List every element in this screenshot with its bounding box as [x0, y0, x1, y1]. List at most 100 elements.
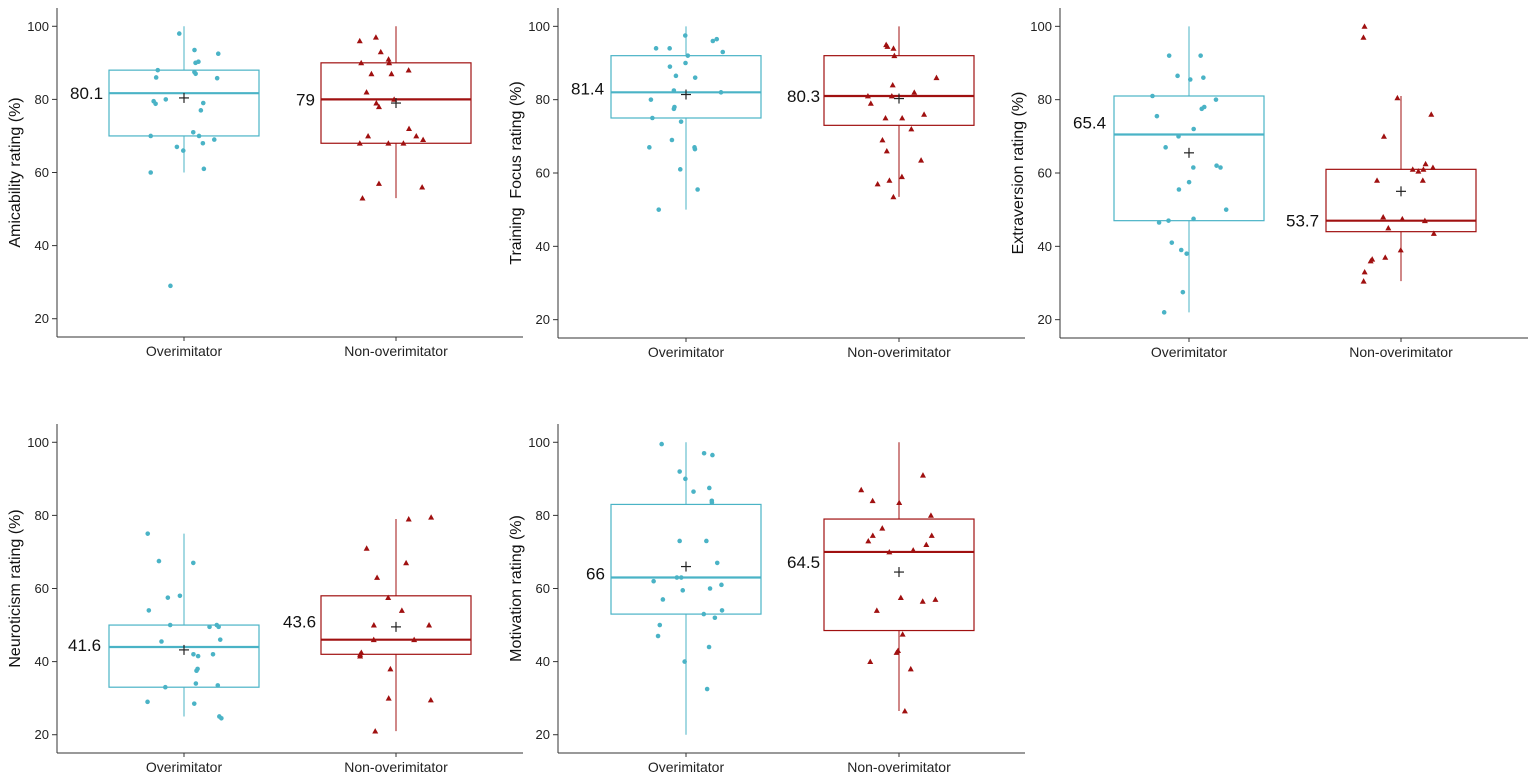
data-point: [1187, 77, 1193, 82]
y-tick-label: 100: [27, 19, 49, 34]
y-tick-label: 20: [1038, 312, 1052, 327]
data-point: [168, 283, 173, 289]
data-point: [363, 89, 370, 95]
data-point: [674, 575, 680, 580]
data-point: [165, 595, 171, 600]
data-point: [193, 681, 199, 686]
data-point: [1419, 177, 1426, 183]
data-point: [385, 56, 392, 62]
data-point: [196, 133, 202, 139]
data-point: [398, 607, 405, 613]
data-point: [923, 541, 930, 548]
data-point: [667, 64, 673, 69]
data-point: [692, 75, 698, 80]
data-point: [365, 132, 372, 139]
y-tick-label: 40: [1038, 239, 1052, 254]
data-point: [148, 170, 154, 175]
data-point: [403, 559, 410, 566]
data-point: [153, 101, 158, 107]
data-point: [865, 537, 872, 544]
data-point: [678, 119, 684, 124]
data-point: [886, 177, 893, 183]
data-point: [192, 47, 197, 53]
data-point: [167, 622, 173, 628]
mean-marker: [179, 92, 189, 103]
y-tick-label: 100: [528, 19, 550, 34]
data-point: [692, 146, 698, 152]
data-point: [155, 67, 161, 73]
data-point: [911, 89, 918, 95]
data-point: [896, 499, 903, 505]
iqr-box: [320, 595, 472, 655]
y-tick-label: 20: [35, 727, 49, 742]
data-point: [879, 525, 886, 531]
data-point: [671, 88, 677, 93]
data-point: [388, 70, 395, 77]
data-point: [163, 684, 168, 690]
mean-marker: [179, 644, 189, 655]
data-point: [217, 637, 223, 642]
data-point: [1394, 94, 1401, 101]
data-point: [191, 701, 197, 706]
data-point: [411, 636, 418, 643]
data-point: [1385, 225, 1392, 231]
data-point: [359, 195, 366, 201]
data-point: [210, 652, 216, 657]
data-point: [374, 574, 381, 580]
data-point: [219, 715, 224, 721]
data-point: [195, 653, 201, 659]
data-point: [883, 148, 890, 154]
y-axis-title: Neuroticism rating (%): [7, 509, 24, 667]
data-point: [1223, 207, 1229, 212]
data-point: [358, 59, 365, 66]
data-point: [910, 547, 917, 553]
data-point: [1154, 113, 1160, 119]
x-tick-label: Non-overimitator: [1349, 344, 1453, 360]
y-tick-label: 40: [35, 238, 49, 253]
boxplot-group-non-overimitator: 53.7: [1286, 23, 1477, 284]
data-point: [356, 140, 363, 146]
data-point: [890, 45, 897, 51]
data-point: [370, 622, 377, 628]
y-tick-label: 80: [1038, 92, 1052, 107]
data-point: [921, 111, 928, 117]
mean-value-label: 81.4: [571, 79, 604, 98]
boxplot-group-overimitator: 65.4: [1073, 26, 1265, 315]
data-point: [707, 586, 713, 591]
data-point: [657, 622, 663, 628]
data-point: [211, 137, 217, 142]
data-point: [647, 145, 652, 150]
data-point: [869, 497, 876, 504]
data-point: [653, 46, 659, 51]
data-point: [701, 611, 707, 617]
data-point: [375, 180, 382, 186]
data-point: [1150, 93, 1155, 99]
y-tick-label: 100: [528, 435, 550, 450]
data-point: [707, 485, 712, 491]
mean-marker: [894, 567, 904, 578]
data-point: [1213, 97, 1219, 102]
data-point: [867, 100, 874, 106]
data-point: [680, 588, 686, 593]
data-point: [372, 728, 379, 734]
data-point: [377, 48, 384, 55]
data-point: [1380, 133, 1387, 139]
x-tick-label: Overimitator: [648, 344, 725, 360]
data-point: [671, 106, 677, 112]
mean-value-label: 65.4: [1073, 114, 1106, 133]
chart-panel-1: 20 40 60 80 100 Amicability rating (%) Overimi…: [7, 8, 523, 359]
data-point: [1214, 163, 1219, 168]
data-point: [363, 545, 370, 551]
data-point: [372, 34, 379, 40]
y-tick-label: 40: [536, 654, 550, 669]
y-axis-title: Training Focus rating (%): [508, 81, 525, 264]
data-point: [1175, 73, 1180, 79]
data-point: [176, 31, 182, 36]
data-point: [1161, 310, 1167, 315]
y-tick-label: 60: [35, 581, 49, 596]
data-point: [683, 60, 688, 66]
data-point: [1367, 258, 1374, 264]
data-point: [667, 46, 672, 51]
data-point: [927, 512, 934, 518]
data-point: [1178, 247, 1184, 253]
